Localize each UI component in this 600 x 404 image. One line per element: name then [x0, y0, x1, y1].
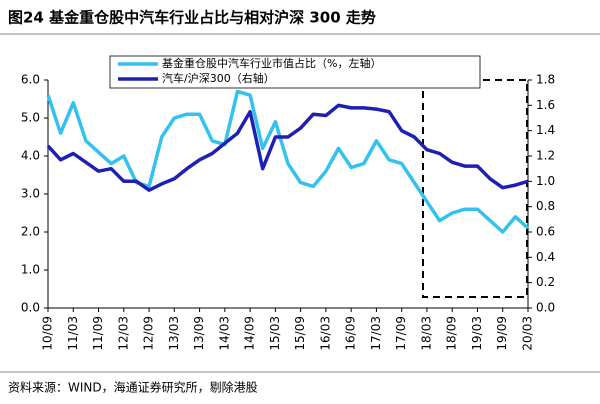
x-tick-label: 19/03 [470, 316, 484, 351]
x-tick-label: 14/03 [217, 316, 231, 351]
x-tick-label: 12/03 [116, 316, 130, 351]
source: 资料来源：WIND，海通证券研究所，剔除港股 [8, 380, 258, 395]
y-tick-label: 4.0 [21, 149, 40, 163]
x-tick-label: 13/09 [192, 316, 206, 351]
x-tick-label: 11/09 [91, 316, 105, 351]
series-line [46, 89, 530, 234]
x-tick-label: 11/03 [66, 316, 80, 351]
x-tick-label: 10/09 [41, 316, 55, 351]
y2-tick-label: 1.4 [536, 123, 555, 137]
legend-label: 汽车/沪深300（右轴） [162, 71, 275, 85]
legend-box [109, 55, 481, 89]
x-tick-label: 17/09 [394, 316, 408, 351]
x-tick-label: 16/09 [344, 316, 358, 351]
legend-label: 基金重仓股中汽车行业市值占比（%，左轴） [162, 56, 381, 70]
y-tick-label: 3.0 [21, 187, 40, 201]
highlight-box [422, 79, 528, 298]
y2-tick-label: 0.6 [536, 225, 555, 239]
y2-tick-label: 0.4 [536, 250, 555, 264]
x-tick-label: 14/09 [243, 316, 257, 351]
x-tick-label: 15/09 [293, 316, 307, 351]
x-tick-label: 18/09 [445, 316, 459, 351]
x-tick-label: 12/09 [142, 316, 156, 351]
x-tick-label: 18/03 [419, 316, 433, 351]
y2-tick-label: 1.8 [536, 73, 555, 87]
x-tick-label: 16/03 [318, 316, 332, 351]
x-tick-label: 19/09 [495, 316, 509, 351]
y2-tick-label: 0.0 [536, 301, 555, 315]
y2-tick-label: 1.2 [536, 149, 555, 163]
x-tick-label: 20/03 [521, 316, 535, 351]
y-tick-label: 5.0 [21, 111, 40, 125]
chart-title: 图24 基金重仓股中汽车行业占比与相对沪深 300 走势 [8, 9, 376, 27]
y-tick-label: 6.0 [21, 73, 40, 87]
y2-tick-label: 1.6 [536, 98, 555, 112]
y2-tick-label: 0.8 [536, 199, 555, 213]
x-tick-label: 13/03 [167, 316, 181, 351]
x-tick-label: 17/03 [369, 316, 383, 351]
y-tick-label: 1.0 [21, 263, 40, 277]
y-tick-label: 2.0 [21, 225, 40, 239]
series-line [46, 103, 529, 192]
x-tick-label: 15/03 [268, 316, 282, 351]
y2-tick-label: 0.2 [536, 275, 555, 289]
y-tick-label: 0.0 [21, 301, 40, 315]
y2-tick-label: 1.0 [536, 174, 555, 188]
